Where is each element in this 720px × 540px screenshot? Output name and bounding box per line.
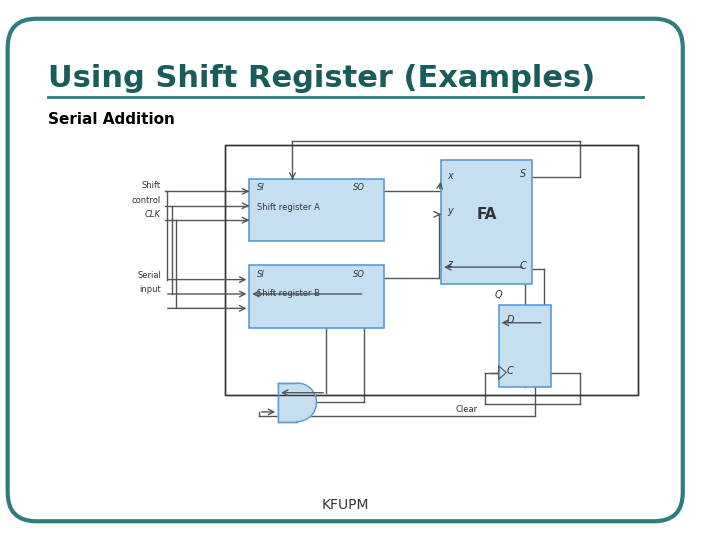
Text: S: S xyxy=(521,169,526,179)
Bar xyxy=(225,145,638,395)
Text: Shift: Shift xyxy=(142,181,161,191)
Text: SO: SO xyxy=(353,184,365,192)
Text: C: C xyxy=(506,366,513,375)
Text: FA: FA xyxy=(477,207,497,222)
Text: SO: SO xyxy=(353,269,365,279)
Text: input: input xyxy=(140,285,161,294)
Text: C: C xyxy=(520,261,526,271)
Bar xyxy=(441,160,532,285)
Text: CLK: CLK xyxy=(145,210,161,219)
Text: KFUPM: KFUPM xyxy=(321,498,369,512)
Text: Serial: Serial xyxy=(138,271,161,280)
FancyBboxPatch shape xyxy=(8,19,683,521)
Text: D: D xyxy=(506,315,514,325)
Bar xyxy=(499,306,552,387)
Text: Using Shift Register (Examples): Using Shift Register (Examples) xyxy=(48,64,595,92)
Text: z: z xyxy=(447,259,452,269)
Text: Shift register B: Shift register B xyxy=(257,289,320,298)
Bar xyxy=(278,383,297,422)
Text: control: control xyxy=(132,196,161,205)
Text: x: x xyxy=(447,171,453,181)
Text: y: y xyxy=(447,206,453,217)
Text: SI: SI xyxy=(257,184,265,192)
Bar xyxy=(225,145,638,395)
Text: Serial Addition: Serial Addition xyxy=(48,112,175,127)
Text: SI: SI xyxy=(257,269,265,279)
Text: Q: Q xyxy=(495,290,503,300)
Polygon shape xyxy=(278,383,317,422)
Text: Shift register A: Shift register A xyxy=(257,202,320,212)
Bar xyxy=(249,179,384,241)
Text: Clear: Clear xyxy=(456,405,477,414)
Bar xyxy=(249,265,384,328)
